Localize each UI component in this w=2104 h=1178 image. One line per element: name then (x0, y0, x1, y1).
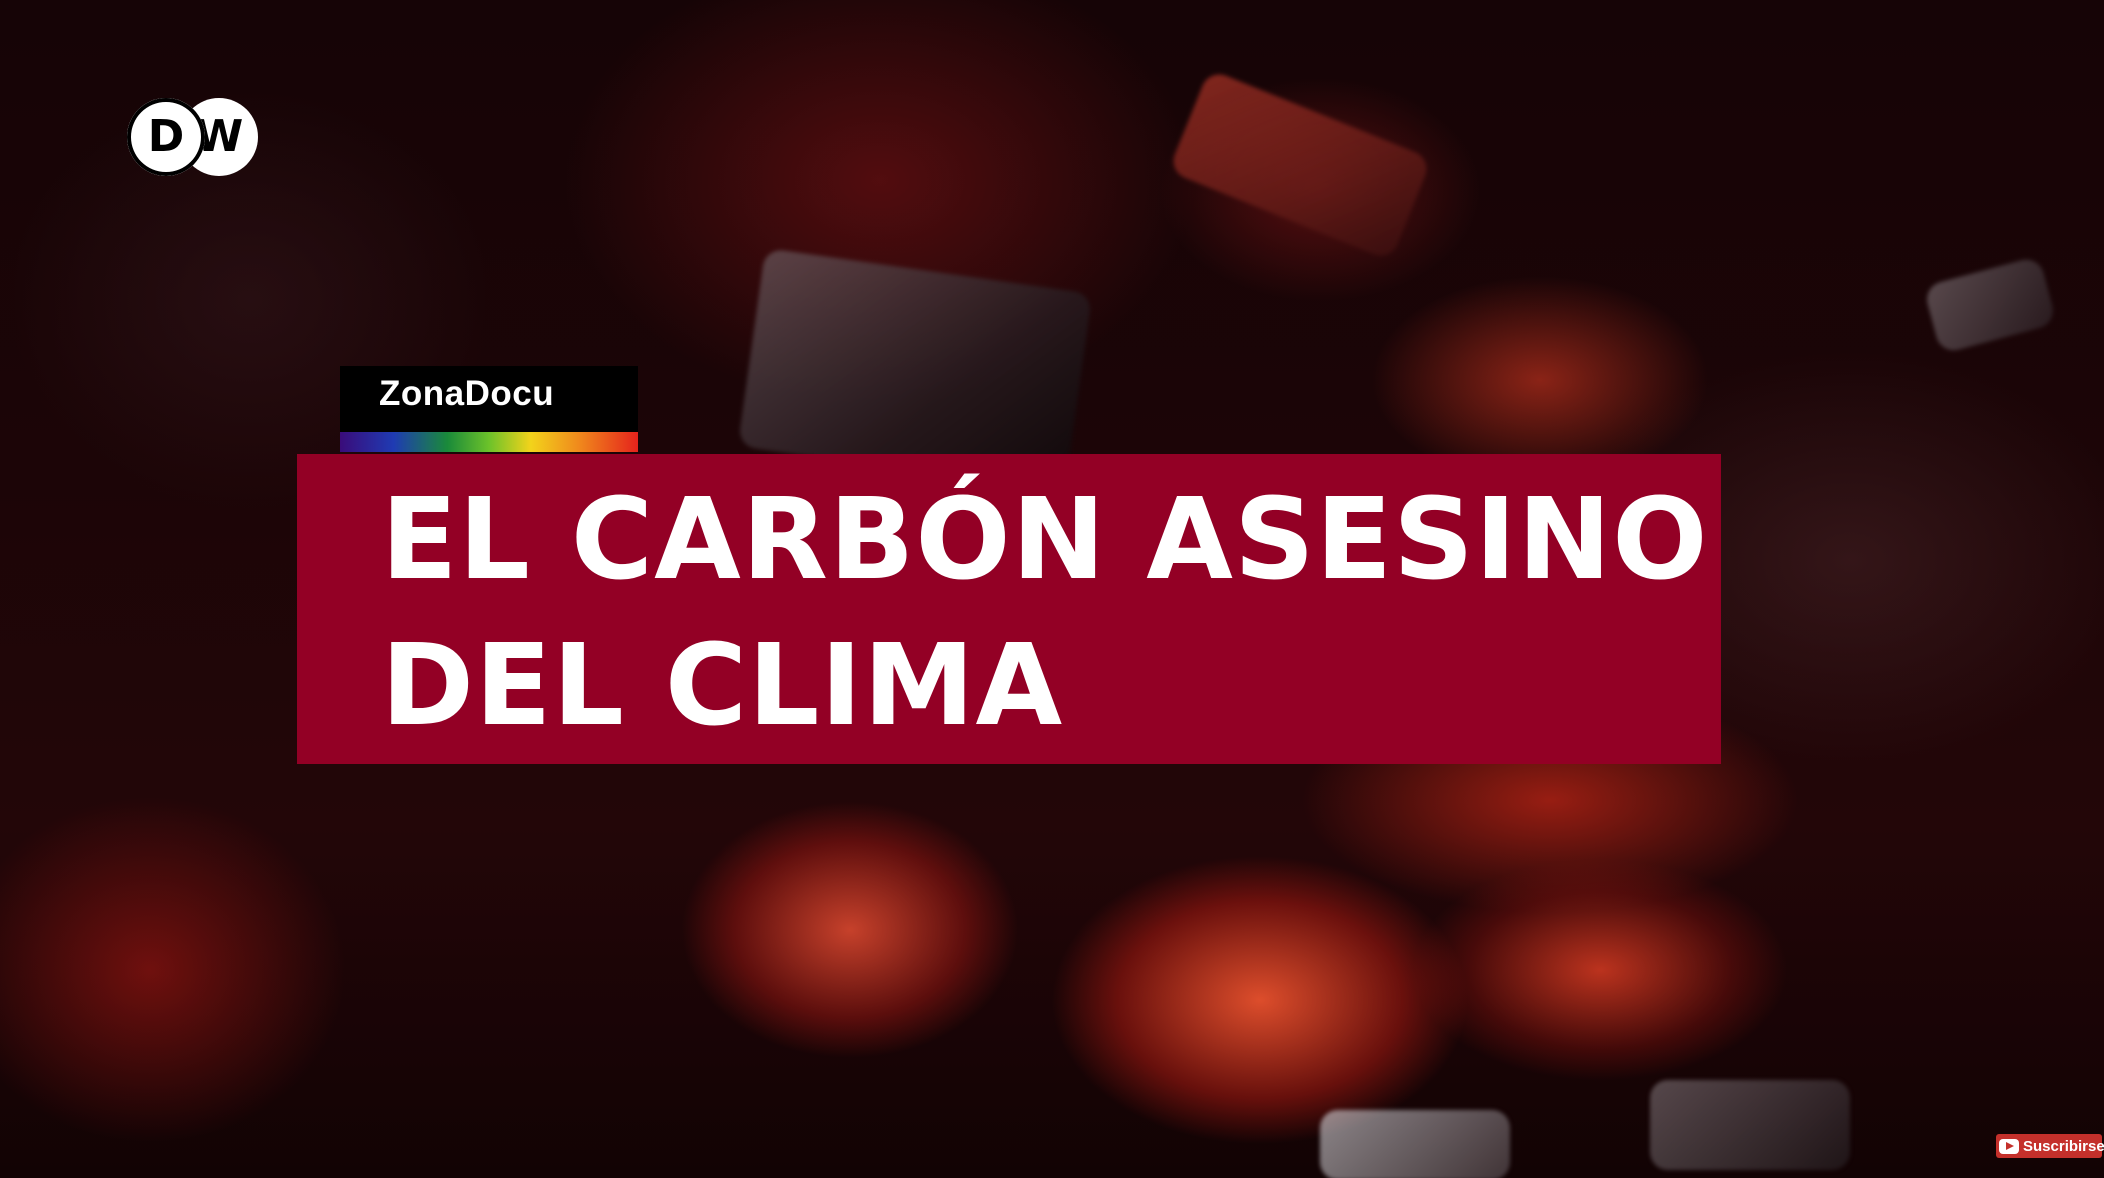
coal-lump (1168, 69, 1432, 261)
subscribe-label: Suscribirse (2023, 1137, 2104, 1155)
video-title-line-2: DEL CLIMA (381, 621, 1064, 751)
program-tag: ZonaDocu (340, 366, 638, 452)
dw-logo-d: D (127, 98, 205, 176)
dw-logo: D W (127, 98, 258, 176)
coal-ash (1320, 1110, 1510, 1178)
title-band: EL CARBÓN ASESINO DEL CLIMA (297, 454, 1721, 764)
video-title-line-1: EL CARBÓN ASESINO (381, 475, 1709, 605)
youtube-icon (1999, 1138, 2019, 1154)
coal-lump (1922, 255, 2058, 355)
coal-ash (1650, 1080, 1850, 1170)
program-tag-label: ZonaDocu (379, 374, 555, 413)
rainbow-stripe (340, 432, 638, 452)
subscribe-button[interactable]: Suscribirse (1996, 1134, 2104, 1158)
